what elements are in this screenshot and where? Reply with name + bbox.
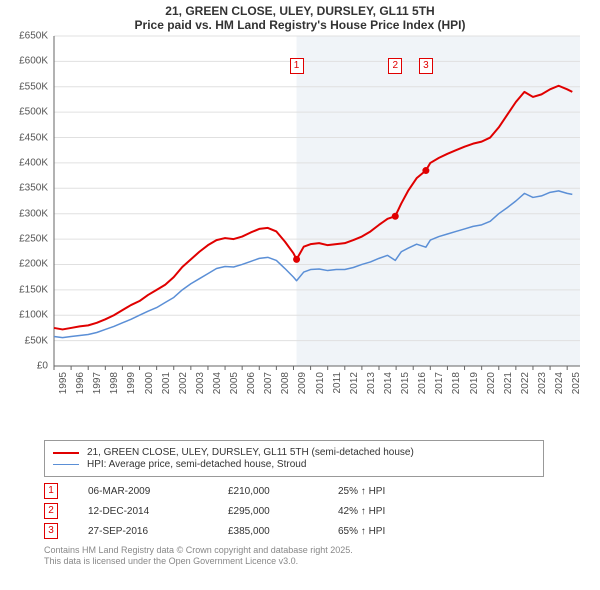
chart-container: 21, GREEN CLOSE, ULEY, DURSLEY, GL11 5TH…	[0, 0, 600, 590]
chart-legend: 21, GREEN CLOSE, ULEY, DURSLEY, GL11 5TH…	[44, 440, 544, 477]
y-axis-tick: £50K	[10, 335, 48, 346]
y-axis-tick: £650K	[10, 31, 48, 42]
x-axis-tick: 2019	[469, 372, 480, 402]
footer-line2: This data is licensed under the Open Gov…	[44, 556, 600, 567]
x-axis-tick: 2017	[434, 372, 445, 402]
event-table: 1 06-MAR-2009 £210,000 25% ↑ HPI 2 12-DE…	[44, 483, 544, 539]
x-axis-tick: 1995	[58, 372, 69, 402]
y-axis-tick: £550K	[10, 81, 48, 92]
x-axis-tick: 2007	[263, 372, 274, 402]
legend-entry: HPI: Average price, semi-detached house,…	[53, 459, 535, 470]
event-price: £295,000	[228, 506, 338, 517]
y-axis-tick: £450K	[10, 132, 48, 143]
event-key: 2	[44, 503, 58, 519]
x-axis-tick: 2010	[315, 372, 326, 402]
chart-subtitle: Price paid vs. HM Land Registry's House …	[0, 18, 600, 36]
x-axis-tick: 2008	[280, 372, 291, 402]
chart-marker: 1	[290, 58, 304, 74]
x-axis-tick: 2020	[486, 372, 497, 402]
event-key: 1	[44, 483, 58, 499]
x-axis-tick: 1999	[126, 372, 137, 402]
y-axis-tick: £200K	[10, 259, 48, 270]
x-axis-tick: 2021	[503, 372, 514, 402]
y-axis-tick: £0	[10, 361, 48, 372]
x-axis-tick: 1996	[75, 372, 86, 402]
x-axis-tick: 2014	[383, 372, 394, 402]
event-delta: 65% ↑ HPI	[338, 526, 458, 537]
legend-label-series1: 21, GREEN CLOSE, ULEY, DURSLEY, GL11 5TH…	[87, 447, 414, 458]
event-row: 1 06-MAR-2009 £210,000 25% ↑ HPI	[44, 483, 544, 499]
y-axis-tick: £100K	[10, 310, 48, 321]
plot-area: £0 £50K £100K £150K £200K £250K £300K £350K £400…	[10, 36, 580, 406]
event-price: £385,000	[228, 526, 338, 537]
legend-entry: 21, GREEN CLOSE, ULEY, DURSLEY, GL11 5TH…	[53, 447, 535, 458]
x-axis-tick: 2001	[161, 372, 172, 402]
x-axis-tick: 1997	[92, 372, 103, 402]
x-axis-tick: 2003	[195, 372, 206, 402]
x-axis-tick: 2009	[297, 372, 308, 402]
x-axis-tick: 2023	[537, 372, 548, 402]
event-date: 06-MAR-2009	[88, 486, 228, 497]
x-axis-tick: 2012	[349, 372, 360, 402]
legend-swatch-series2	[53, 464, 79, 465]
footer-attribution: Contains HM Land Registry data © Crown c…	[44, 545, 600, 568]
x-axis-tick: 2015	[400, 372, 411, 402]
event-delta: 25% ↑ HPI	[338, 486, 458, 497]
x-axis-tick: 2011	[332, 372, 343, 402]
y-axis-tick: £250K	[10, 234, 48, 245]
y-axis-tick: £600K	[10, 56, 48, 67]
x-axis-tick: 2025	[571, 372, 582, 402]
event-row: 2 12-DEC-2014 £295,000 42% ↑ HPI	[44, 503, 544, 519]
x-axis-tick: 2013	[366, 372, 377, 402]
event-delta: 42% ↑ HPI	[338, 506, 458, 517]
legend-swatch-series1	[53, 452, 79, 454]
event-price: £210,000	[228, 486, 338, 497]
x-axis-tick: 2018	[451, 372, 462, 402]
y-axis-tick: £350K	[10, 183, 48, 194]
y-axis-tick: £150K	[10, 284, 48, 295]
x-axis-tick: 2022	[520, 372, 531, 402]
x-axis-tick: 2000	[144, 372, 155, 402]
y-axis-tick: £500K	[10, 107, 48, 118]
x-axis-tick: 2016	[417, 372, 428, 402]
chart-svg	[10, 36, 590, 371]
legend-label-series2: HPI: Average price, semi-detached house,…	[87, 459, 306, 470]
event-key: 3	[44, 523, 58, 539]
event-date: 27-SEP-2016	[88, 526, 228, 537]
x-axis-tick: 2005	[229, 372, 240, 402]
x-axis-tick: 1998	[109, 372, 120, 402]
chart-title: 21, GREEN CLOSE, ULEY, DURSLEY, GL11 5TH	[0, 0, 600, 18]
x-axis-tick: 2004	[212, 372, 223, 402]
x-axis-tick: 2024	[554, 372, 565, 402]
footer-line1: Contains HM Land Registry data © Crown c…	[44, 545, 600, 556]
event-date: 12-DEC-2014	[88, 506, 228, 517]
y-axis-tick: £400K	[10, 157, 48, 168]
chart-marker: 3	[419, 58, 433, 74]
x-axis-tick: 2002	[178, 372, 189, 402]
chart-marker: 2	[388, 58, 402, 74]
event-row: 3 27-SEP-2016 £385,000 65% ↑ HPI	[44, 523, 544, 539]
x-axis-tick: 2006	[246, 372, 257, 402]
y-axis-tick: £300K	[10, 208, 48, 219]
